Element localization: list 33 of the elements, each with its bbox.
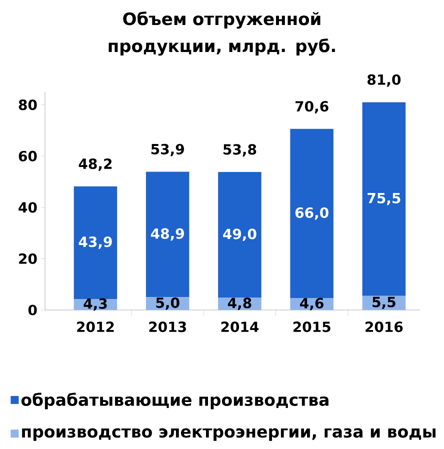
bar	[146, 172, 190, 298]
data-label: 43,9	[78, 236, 112, 249]
data-label: 5,0	[156, 297, 180, 310]
bar	[362, 102, 406, 296]
x-tick-label: 2014	[221, 322, 259, 332]
total-label: 48,2	[78, 158, 112, 171]
total-label: 53,9	[151, 144, 184, 156]
bar	[218, 172, 262, 298]
data-label: 4,6	[300, 298, 324, 310]
y-tick-label: 60	[18, 150, 37, 162]
x-tick-label: 2012	[77, 322, 114, 332]
data-label: 48,9	[150, 228, 184, 241]
data-label: 5,5	[372, 296, 396, 310]
chart-title: Объем отгруженной продукции, млрд. руб.	[108, 12, 335, 56]
data-label: 4,8	[228, 298, 252, 310]
y-tick-label: 80	[18, 100, 37, 110]
y-tick-label: 20	[19, 253, 37, 264]
x-tick-label: 2016	[366, 322, 403, 332]
y-tick-label: 40	[18, 202, 37, 213]
bar	[74, 186, 118, 299]
data-label: 49,0	[223, 228, 256, 242]
legend-label: обрабатывающие производства	[21, 392, 328, 410]
x-tick-label: 2015	[293, 322, 330, 332]
total-label: 70,6	[296, 101, 328, 114]
legend-label: производство электроэнергии, газа и воды	[22, 428, 436, 441]
y-tick-label: 0	[28, 304, 37, 316]
data-label: 66,0	[295, 207, 328, 220]
total-label: 81,0	[368, 74, 401, 87]
data-label: 75,5	[368, 192, 400, 206]
data-label: 4,3	[84, 298, 107, 311]
total-label: 53,8	[224, 144, 256, 156]
bar	[290, 128, 334, 298]
x-tick-label: 2013	[149, 322, 186, 332]
